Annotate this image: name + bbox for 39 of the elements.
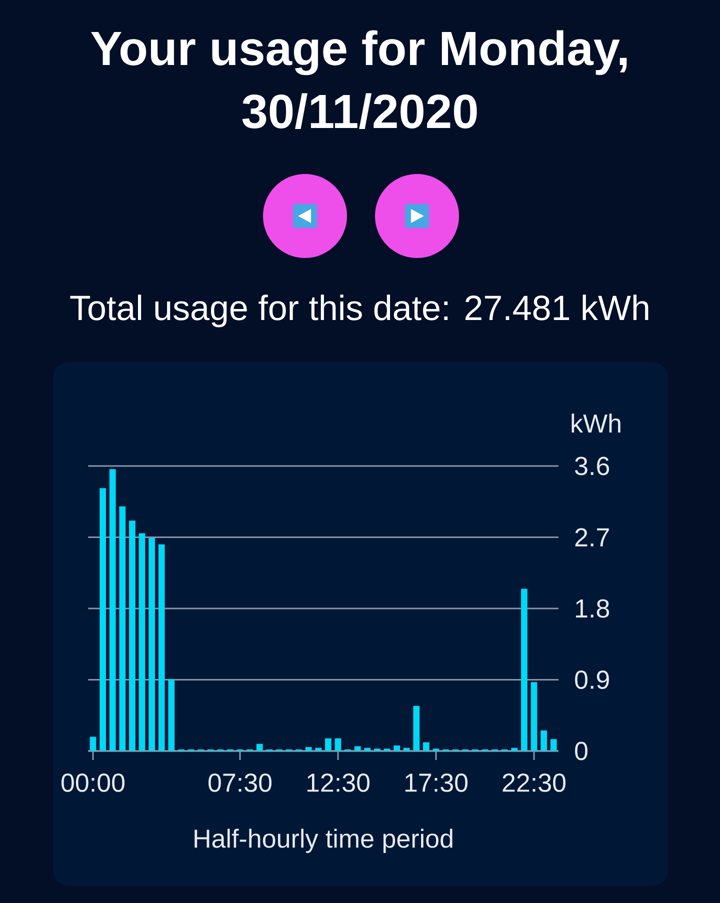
bar: [334, 738, 342, 751]
bar: [168, 678, 175, 751]
bar: [100, 488, 106, 751]
chart-subtitle: Total usage for this date: 27.481 kWh: [70, 294, 648, 328]
bar: [530, 682, 538, 751]
bar: [109, 469, 116, 751]
y-tick-label: 3.6: [575, 456, 610, 476]
bar: [423, 742, 430, 751]
bar: [354, 746, 361, 751]
x-tick-label: 00:00: [61, 774, 124, 792]
bar: [550, 739, 557, 751]
bar: [325, 738, 332, 751]
y-tick-label: 1.8: [576, 599, 610, 618]
bar: [148, 538, 155, 751]
bar: [129, 520, 136, 751]
x-axis-title: Half-hourly time period: [194, 828, 452, 853]
x-tick-label: 12:30: [307, 774, 370, 792]
bar: [540, 730, 547, 751]
y-tick-label: 0.9: [575, 670, 609, 689]
chart-title: Your usage for Monday, 30/11/2020: [91, 30, 627, 129]
y-axis-title: kWh: [572, 414, 620, 432]
bar: [364, 748, 371, 751]
bar: [256, 744, 263, 751]
y-tick-label: 2.7: [575, 528, 609, 546]
x-tick-label: 07:30: [208, 774, 272, 792]
bar: [511, 748, 518, 751]
bar: [394, 745, 400, 751]
bar: [403, 748, 410, 751]
bar: [158, 544, 165, 751]
bar: [119, 506, 126, 751]
x-tick-label: 22:30: [502, 774, 566, 792]
bar: [138, 533, 146, 751]
bar: [90, 736, 96, 751]
y-tick-label: 0: [575, 742, 588, 760]
x-tick-label: 17:30: [405, 774, 468, 792]
bar: [521, 588, 528, 751]
bar: [315, 748, 322, 751]
bar: [305, 747, 312, 751]
bar: [413, 706, 420, 751]
